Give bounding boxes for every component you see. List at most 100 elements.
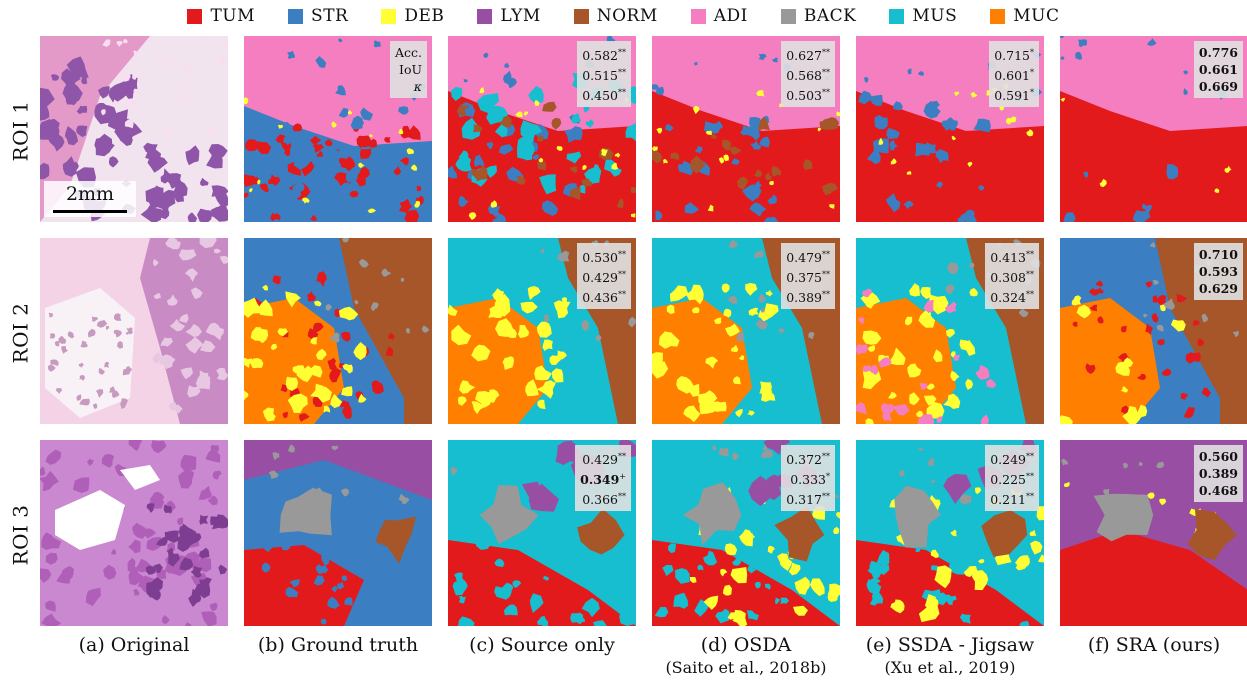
region-normal <box>652 150 663 164</box>
region-debris <box>1146 492 1155 499</box>
region-tumor <box>1180 392 1188 400</box>
region-tumor <box>1157 339 1165 346</box>
region-debris <box>1019 557 1030 570</box>
region-stroma <box>337 38 343 43</box>
metrics-box: 0.560 0.389 0.468 <box>1193 445 1243 502</box>
gland <box>51 133 65 152</box>
region-stroma <box>499 144 514 155</box>
region-background <box>736 331 745 342</box>
tissue-texture <box>86 458 94 467</box>
region-debris <box>916 410 924 418</box>
cell <box>61 347 68 354</box>
metric-value: 0.372 <box>786 452 822 467</box>
gland <box>211 514 228 530</box>
gland <box>48 119 60 129</box>
fat-cell <box>133 50 139 57</box>
region-background <box>329 332 340 343</box>
cell <box>120 398 128 409</box>
region-muscle <box>746 610 759 621</box>
region-muscle <box>813 569 828 580</box>
region-stroma <box>321 555 330 567</box>
region-stroma <box>292 579 300 587</box>
region-adi <box>936 416 943 423</box>
region-tumor <box>244 174 258 187</box>
region-background <box>931 479 935 484</box>
metric-value: 0.429 <box>582 452 618 467</box>
segmentation-map-roi2-col5: 0.413** 0.308** 0.324** <box>856 238 1044 424</box>
region-tumor <box>1197 338 1205 347</box>
segmentation-map-roi1-col4: 0.627** 0.568** 0.503** <box>652 36 840 222</box>
region-stroma <box>923 100 941 119</box>
panel-graphic <box>244 238 432 424</box>
region-debris <box>691 307 700 314</box>
region-normal <box>754 169 763 177</box>
region-stroma <box>341 575 348 582</box>
region-muscle <box>731 556 741 566</box>
gland <box>108 156 119 168</box>
metric-label: κ <box>413 79 422 94</box>
tissue-texture <box>149 491 165 502</box>
cell <box>56 388 62 394</box>
fat-cell <box>101 109 106 116</box>
region-background <box>761 308 765 313</box>
region-stroma <box>1145 204 1152 214</box>
region-stroma <box>864 76 869 83</box>
tissue-texture <box>162 615 170 625</box>
region-debris <box>723 154 729 162</box>
region-debris <box>934 565 952 589</box>
region-adi <box>923 299 934 312</box>
region-debris <box>974 487 982 495</box>
region-background <box>358 258 369 268</box>
region-background <box>808 332 815 340</box>
region-stroma <box>269 204 280 215</box>
region-stroma <box>772 57 778 63</box>
region-muscle <box>775 597 780 605</box>
region-adi <box>858 317 865 325</box>
tissue-texture <box>103 564 117 580</box>
legend-item-norm: NORM <box>573 6 658 26</box>
region-debris <box>347 110 353 115</box>
region-stroma <box>694 62 698 66</box>
crypt <box>190 287 203 300</box>
metrics-box: 0.372** 0.333* 0.317** <box>781 445 835 511</box>
lumen <box>55 490 125 550</box>
region-muscle <box>455 156 472 172</box>
region-debris <box>553 300 571 319</box>
region-debris <box>888 347 906 365</box>
region-stroma <box>759 136 770 148</box>
legend-item-mus: MUS <box>889 6 957 26</box>
region-debris <box>342 363 353 374</box>
region-debris <box>1160 304 1166 312</box>
region-normal <box>569 166 578 173</box>
metric-value-line: 0.308** <box>990 266 1034 286</box>
region-debris <box>315 348 327 361</box>
region-stroma <box>333 209 343 219</box>
region-mucin <box>856 298 956 424</box>
tissue-texture <box>50 539 57 547</box>
region-normal <box>710 133 717 139</box>
region-normal <box>1187 509 1237 561</box>
region-debris <box>367 208 376 213</box>
region-debris <box>488 305 502 318</box>
region-debris <box>537 399 546 410</box>
region-tumor <box>385 346 394 357</box>
gland <box>76 105 88 115</box>
region-background <box>628 316 636 328</box>
region-muscle <box>719 531 731 543</box>
region-background <box>732 452 740 460</box>
tissue-texture <box>45 600 56 612</box>
region-debris <box>971 570 989 591</box>
region-muscle <box>703 550 718 566</box>
region-muscle <box>753 524 765 538</box>
crypt <box>178 249 197 261</box>
metric-value-line: 0.436** <box>582 286 626 306</box>
region-debris <box>777 553 793 571</box>
region-debris <box>904 316 913 326</box>
metrics-box: 0.776 0.661 0.669 <box>1193 41 1243 98</box>
region-normal <box>536 161 547 171</box>
region-normal <box>821 117 839 130</box>
region-muscle <box>1034 520 1044 535</box>
tissue-texture <box>40 466 46 476</box>
metric-value: 0.324 <box>990 290 1026 305</box>
region-stroma <box>464 104 475 117</box>
